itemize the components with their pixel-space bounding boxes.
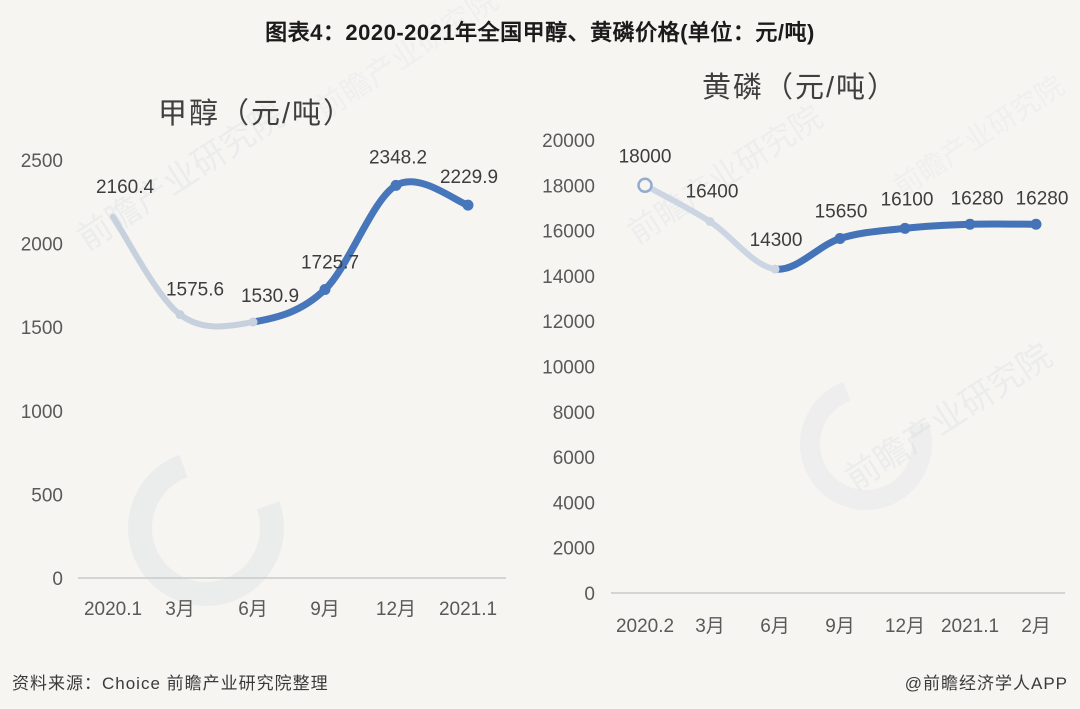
data-point-label: 2229.9 — [440, 167, 498, 188]
data-point-marker — [964, 218, 976, 230]
y-axis-tick-label: 10000 — [542, 358, 595, 379]
data-point-marker — [834, 233, 846, 245]
publisher-credit: @前瞻经济学人APP — [904, 674, 1068, 693]
x-axis-tick-label: 2021.1 — [439, 599, 497, 620]
y-axis-tick-label: 12000 — [542, 312, 595, 333]
methanol-chart-title: 甲醇（元/吨） — [157, 98, 355, 130]
x-axis-tick-label: 12月 — [376, 599, 416, 620]
data-point-marker — [899, 222, 911, 234]
x-axis-tick-label: 2020.1 — [84, 599, 142, 620]
data-point-label: 1725.7 — [301, 252, 359, 273]
y-axis-tick-label: 20000 — [542, 131, 595, 152]
data-point-label: 14300 — [750, 230, 803, 251]
x-axis-tick-label: 6月 — [238, 599, 268, 620]
data-point-marker — [175, 310, 185, 320]
data-point-label: 16400 — [686, 182, 739, 203]
data-point-label: 16100 — [881, 189, 934, 210]
data-point-marker — [462, 199, 474, 211]
x-axis-tick-label: 12月 — [885, 616, 925, 637]
data-point-label: 18000 — [619, 146, 672, 167]
series-recent-segment — [249, 178, 472, 326]
methanol-chart: 2500 2000 1500 1000 500 0 2020.1 3月 6月 9月 12月 2021.… — [21, 147, 506, 620]
y-axis-tick-label: 0 — [52, 569, 63, 590]
x-axis-tick-label: 3月 — [695, 616, 725, 637]
data-point-marker — [248, 317, 258, 327]
data-point-marker — [1030, 218, 1042, 230]
y-axis-tick-label: 2000 — [21, 235, 63, 256]
phosphorus-chart: 2000018000160001400012000100008000600040… — [542, 131, 1068, 637]
data-source-note: 资料来源：Choice 前瞻产业研究院整理 — [12, 674, 329, 693]
x-axis-tick-label: 6月 — [760, 616, 790, 637]
data-point-marker — [390, 179, 402, 191]
phosphorus-chart-title: 黄磷（元/吨） — [701, 72, 899, 104]
y-axis-tick-label: 2000 — [553, 539, 595, 560]
y-axis-tick-label: 4000 — [553, 493, 595, 514]
y-axis-tick-label: 6000 — [553, 448, 595, 469]
data-point-label: 1575.6 — [166, 280, 224, 301]
data-point-label: 16280 — [951, 188, 1004, 209]
y-axis-tick-label: 8000 — [553, 403, 595, 424]
x-axis-tick-label: 9月 — [310, 599, 340, 620]
x-axis-tick-label: 9月 — [825, 616, 855, 637]
y-axis-tick-label: 16000 — [542, 222, 595, 243]
y-axis-tick-label: 18000 — [542, 176, 595, 197]
data-point-label: 2160.4 — [96, 177, 155, 198]
y-axis-tick-label: 2500 — [21, 151, 63, 172]
data-point-marker — [770, 264, 780, 274]
data-point-label: 2348.2 — [369, 147, 427, 168]
page-title: 图表4：2020-2021年全国甲醇、黄磷价格(单位：元/吨) — [265, 20, 815, 45]
x-axis-tick-label: 2020.2 — [616, 616, 674, 637]
data-point-marker — [637, 177, 653, 194]
data-point-label: 16280 — [1016, 188, 1069, 209]
data-point-label: 1530.9 — [241, 286, 299, 307]
series-early-segment — [110, 213, 256, 330]
data-point-marker — [705, 217, 715, 227]
x-axis-tick-label: 3月 — [165, 599, 195, 620]
y-axis-tick-label: 500 — [31, 485, 63, 506]
x-axis-tick-label: 2月 — [1021, 616, 1051, 637]
x-axis-tick-label: 2021.1 — [941, 616, 999, 637]
y-axis-tick-label: 0 — [584, 584, 595, 605]
y-axis-tick-label: 1000 — [21, 402, 63, 423]
data-point-marker — [319, 283, 331, 295]
y-axis-tick-label: 14000 — [542, 267, 595, 288]
data-point-label: 15650 — [815, 202, 868, 223]
y-axis-tick-label: 1500 — [21, 318, 63, 339]
